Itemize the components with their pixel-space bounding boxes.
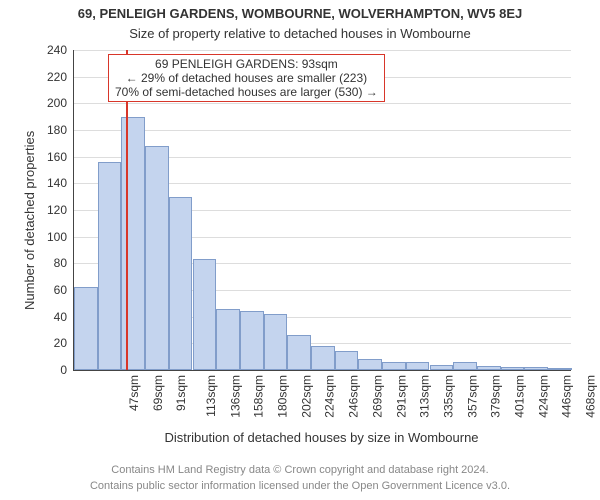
x-tick-label: 113sqm: [204, 375, 218, 417]
gridline: [74, 103, 571, 104]
histogram-bar: [406, 362, 430, 370]
gridline: [74, 130, 571, 131]
histogram-bar: [548, 368, 572, 370]
histogram-bar: [287, 335, 311, 370]
histogram-bar: [145, 146, 169, 370]
x-tick-label: 379sqm: [489, 375, 503, 418]
histogram-bar: [169, 197, 193, 370]
x-tick-label: 335sqm: [442, 375, 456, 418]
chart-container: 69, PENLEIGH GARDENS, WOMBOURNE, WOLVERH…: [0, 0, 600, 500]
x-tick-label: 136sqm: [228, 375, 242, 418]
histogram-bar: [382, 362, 406, 370]
chart-title-main: 69, PENLEIGH GARDENS, WOMBOURNE, WOLVERH…: [0, 6, 600, 21]
histogram-bar: [311, 346, 335, 370]
histogram-bar: [524, 367, 548, 370]
y-tick-label: 120: [27, 203, 67, 217]
histogram-bar: [335, 351, 359, 370]
x-tick-label: 424sqm: [536, 375, 550, 418]
x-tick-label: 269sqm: [371, 375, 385, 418]
y-tick-label: 40: [27, 310, 67, 324]
y-tick-label: 220: [27, 70, 67, 84]
y-tick-label: 200: [27, 96, 67, 110]
x-tick-label: 246sqm: [347, 375, 361, 418]
x-tick-label: 357sqm: [465, 375, 479, 418]
x-tick-label: 91sqm: [174, 375, 188, 411]
annotation-line-3: 70% of semi-detached houses are larger (…: [115, 85, 378, 99]
y-tick-label: 20: [27, 336, 67, 350]
y-tick-label: 60: [27, 283, 67, 297]
histogram-bar: [193, 259, 217, 370]
footer-line-2: Contains public sector information licen…: [0, 480, 600, 492]
histogram-bar: [216, 309, 240, 370]
histogram-bar: [453, 362, 477, 370]
x-tick-label: 180sqm: [276, 375, 290, 418]
y-tick-label: 180: [27, 123, 67, 137]
histogram-bar: [477, 366, 501, 370]
y-tick-label: 80: [27, 256, 67, 270]
y-tick-label: 140: [27, 176, 67, 190]
footer-line-1: Contains HM Land Registry data © Crown c…: [0, 464, 600, 476]
x-tick-label: 158sqm: [252, 375, 266, 418]
x-tick-label: 291sqm: [394, 375, 408, 418]
histogram-bar: [74, 287, 98, 370]
x-tick-label: 468sqm: [584, 375, 598, 418]
annotation-line-2: ← 29% of detached houses are smaller (22…: [115, 71, 378, 85]
gridline: [74, 50, 571, 51]
histogram-bar: [264, 314, 288, 370]
histogram-bar: [121, 117, 145, 370]
x-tick-label: 401sqm: [513, 375, 527, 418]
x-tick-label: 202sqm: [299, 375, 313, 418]
histogram-bar: [98, 162, 122, 370]
y-tick-label: 0: [27, 363, 67, 377]
histogram-bar: [358, 359, 382, 370]
marker-annotation-box: 69 PENLEIGH GARDENS: 93sqm ← 29% of deta…: [108, 54, 385, 102]
x-tick-label: 313sqm: [418, 375, 432, 418]
x-tick-label: 224sqm: [323, 375, 337, 418]
histogram-bar: [501, 367, 525, 370]
y-tick-label: 100: [27, 230, 67, 244]
y-tick-label: 240: [27, 43, 67, 57]
x-tick-label: 47sqm: [127, 375, 141, 411]
chart-title-sub: Size of property relative to detached ho…: [0, 26, 600, 41]
annotation-line-1: 69 PENLEIGH GARDENS: 93sqm: [115, 57, 378, 71]
histogram-bar: [430, 365, 454, 370]
x-axis-label: Distribution of detached houses by size …: [73, 430, 570, 445]
x-tick-label: 446sqm: [560, 375, 574, 418]
y-tick-label: 160: [27, 150, 67, 164]
histogram-bar: [240, 311, 264, 370]
x-tick-label: 69sqm: [151, 375, 165, 411]
